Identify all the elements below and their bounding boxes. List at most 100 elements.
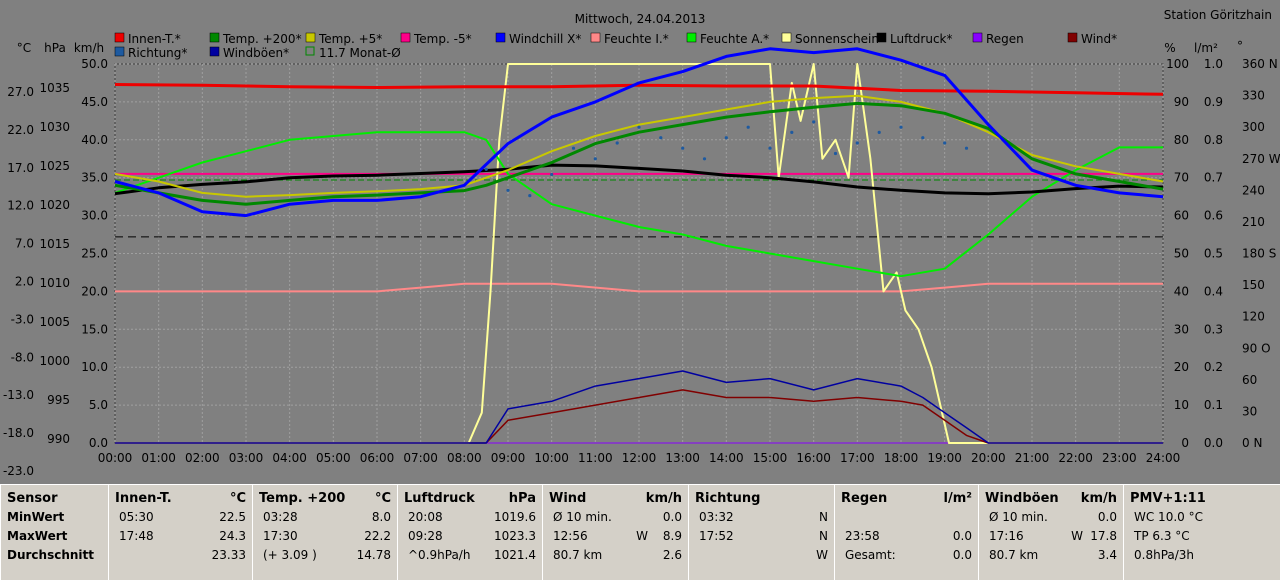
series-line-wind [115, 389, 1163, 444]
legend-label: Richtung* [128, 46, 187, 60]
series-line-temp-5 [114, 94, 1164, 198]
x-tick-label: 15:00 [753, 451, 788, 465]
table-header: Innen-T. [115, 491, 172, 506]
legend-label: Feuchte A.* [700, 32, 769, 46]
series-line-windchill-x [114, 47, 1164, 218]
table-cell-time: 17:16 [989, 529, 1024, 543]
kmh-tick-label: 15.0 [81, 322, 108, 336]
direction-point [593, 157, 597, 161]
legend-label: Feuchte I.* [604, 32, 669, 46]
direction-point [506, 188, 510, 192]
x-tick-label: 20:00 [971, 451, 1006, 465]
direction-point [943, 141, 947, 145]
lm2-tick-label: 0.9 [1204, 95, 1223, 109]
celsius-tick-label: -3.0 [11, 312, 34, 326]
table-cell-time: 23:58 [845, 529, 880, 543]
direction-point [550, 172, 554, 177]
table-column: Windböen km/h Ø 10 min. 0.0 17:16 W 17.8 80.7 k… [978, 484, 1123, 580]
table-cell-time: WC 10.0 °C [1134, 510, 1203, 524]
celsius-tick-label: 17.0 [7, 161, 34, 175]
percent-tick-label: 90 [1174, 95, 1189, 109]
direction-point [812, 120, 816, 124]
table-cell-time: Gesamt: [845, 548, 896, 562]
degree-tick-label: 330 [1242, 89, 1265, 103]
x-tick-label: 06:00 [360, 451, 395, 465]
table-header: Temp. +200 [259, 491, 346, 506]
legend-swatch [781, 32, 792, 43]
percent-tick-label: 0 [1181, 436, 1189, 450]
series-line-sonnenschein [115, 63, 1163, 444]
legend-swatch [1067, 32, 1078, 43]
kmh-tick-label: 25.0 [81, 247, 108, 261]
degree-tick-label: 0 N [1242, 436, 1262, 450]
legend-label: Sonnenschein [795, 32, 879, 46]
table-cell-value: 14.78 [356, 548, 391, 562]
kmh-tick-label: 40.0 [81, 133, 108, 147]
table-column: Wind km/h Ø 10 min. 0.0 12:56 W 8.9 80.7 km 2.6 [542, 484, 688, 580]
direction-point [833, 151, 838, 156]
legend-swatch [209, 32, 220, 43]
series-line-windböen [115, 370, 1163, 444]
celsius-tick-label: 22.0 [7, 123, 34, 137]
x-tick-label: 03:00 [229, 451, 264, 465]
degree-tick-label: 300 [1242, 120, 1265, 134]
table-cell-time: 17:48 [119, 529, 154, 543]
lm2-tick-label: 0.2 [1204, 360, 1223, 374]
table-cell-value: 24.3 [219, 529, 246, 543]
table-unit: km/h [645, 491, 682, 506]
table-unit: °C [229, 491, 246, 506]
table-cell-value: 0.0 [952, 548, 972, 562]
kmh-tick-label: 35.0 [81, 171, 108, 185]
direction-point [571, 146, 576, 150]
table-cell-value: N [819, 529, 828, 543]
table-cell-time: 20:08 [408, 510, 443, 524]
unit-celsius: °C [17, 41, 31, 55]
unit-hpa: hPa [44, 41, 66, 55]
table-cell-time: Ø 10 min. [553, 510, 612, 524]
table-column: Sensor MinWert MaxWert Durchschnitt [0, 484, 108, 580]
table-header: PMV+1:11 [1130, 491, 1206, 506]
table-column: Temp. +200 °C 03:28 8.0 17:30 22.2 (+ 3.09 ) 14… [252, 484, 397, 580]
table-cell-time: (+ 3.09 ) [263, 548, 317, 562]
celsius-tick-label: 27.0 [7, 85, 34, 99]
celsius-tick-label: -8.0 [11, 350, 34, 364]
degree-tick-label: 240 [1242, 183, 1265, 197]
direction-point [964, 146, 969, 150]
percent-tick-label: 30 [1174, 322, 1189, 336]
table-header: Wind [549, 491, 587, 506]
percent-tick-label: 80 [1174, 133, 1189, 147]
direction-point [921, 136, 925, 140]
x-tick-label: 09:00 [491, 451, 526, 465]
legend-swatch [114, 46, 125, 57]
table-column: Innen-T. °C 05:30 22.5 17:48 24.3 23.33 [108, 484, 252, 580]
direction-point [528, 194, 532, 198]
table-cell-direction: W [636, 529, 648, 543]
kmh-tick-label: 5.0 [89, 398, 108, 412]
chart-area: Mittwoch, 24.04.2013 Station Göritzhain In… [2, 8, 1280, 476]
table-column: Richtung 03:32 N 17:52 N W [688, 484, 834, 580]
x-tick-label: 19:00 [927, 451, 962, 465]
x-tick-label: 24:00 [1146, 451, 1181, 465]
table-header: Sensor [7, 491, 58, 506]
direction-point [637, 125, 641, 129]
celsius-tick-label: -13.0 [3, 388, 34, 402]
direction-point [790, 130, 794, 134]
direction-point [484, 167, 488, 171]
x-tick-label: 23:00 [1102, 451, 1137, 465]
table-cell-value: 1023.3 [494, 529, 536, 543]
x-tick-label: 07:00 [403, 451, 438, 465]
series-line-innen-t [114, 83, 1164, 96]
x-tick-label: 02:00 [185, 451, 220, 465]
kmh-tick-label: 10.0 [81, 360, 108, 374]
station-name: Station Göritzhain [1164, 8, 1272, 22]
direction-point [615, 141, 619, 145]
table-column: PMV+1:11 WC 10.0 °C TP 6.3 °C 0.8hPa/3h [1123, 484, 1280, 580]
table-cell-value: 8.0 [371, 510, 391, 524]
celsius-tick-label: -23.0 [3, 464, 34, 476]
legend-swatch [114, 32, 125, 43]
direction-point [768, 146, 772, 150]
table-unit: km/h [1080, 491, 1117, 506]
legend-label: Temp. +200* [222, 32, 302, 46]
table-header: Richtung [695, 491, 761, 506]
table-cell-value: 0.0 [952, 529, 972, 543]
